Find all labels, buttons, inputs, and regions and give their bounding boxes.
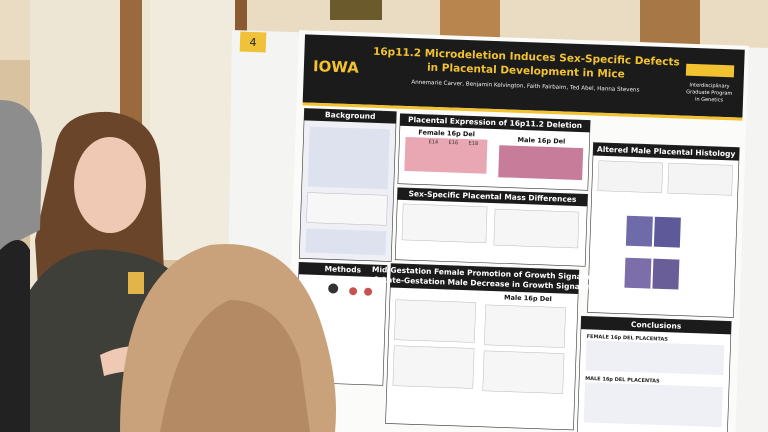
name-badge xyxy=(128,272,144,294)
micrograph xyxy=(624,257,652,289)
gold-rule xyxy=(302,102,743,121)
section-title: Methods xyxy=(324,264,361,274)
figure xyxy=(306,192,388,226)
poster-number: 4 xyxy=(249,36,256,49)
micrograph xyxy=(653,216,681,248)
section-header xyxy=(304,108,397,124)
icon xyxy=(349,287,358,296)
subheading: MALE 16p DEL PLACENTAS xyxy=(585,376,660,385)
lamp xyxy=(330,0,382,20)
presenter-face xyxy=(74,137,146,233)
figure xyxy=(493,208,580,249)
program-logo: in Genetics xyxy=(695,97,724,104)
section-header xyxy=(397,187,588,207)
text-block xyxy=(305,228,387,256)
window xyxy=(150,0,240,260)
icon xyxy=(364,287,373,296)
figure xyxy=(401,203,488,244)
poster-header xyxy=(302,34,745,118)
figure xyxy=(394,299,476,343)
section-title: Background xyxy=(325,110,376,121)
stage: E16 xyxy=(448,140,458,146)
section-header xyxy=(390,263,579,295)
stage: E14 xyxy=(428,139,438,145)
figure xyxy=(597,160,663,194)
program-logo: Interdisciplinary xyxy=(689,82,729,89)
heatmap xyxy=(404,136,488,174)
subheading: Male 16p Del xyxy=(504,293,552,303)
iowa-logo: IOWA xyxy=(313,57,360,77)
text-block xyxy=(583,382,723,428)
icon xyxy=(328,283,339,294)
heatmap xyxy=(498,145,584,181)
subheading: Male 16p Del xyxy=(517,136,565,146)
figure xyxy=(392,345,475,389)
visitor-body xyxy=(0,240,30,432)
micrograph xyxy=(652,258,680,290)
section-header xyxy=(580,316,732,335)
micrograph xyxy=(625,215,653,247)
visitor-hair xyxy=(0,100,42,250)
poster-number-tag xyxy=(239,31,267,53)
figure xyxy=(482,350,565,394)
section-title: Conclusions xyxy=(631,320,682,331)
figure xyxy=(667,162,733,196)
text-block xyxy=(585,340,725,376)
figure xyxy=(484,304,566,348)
section-header xyxy=(592,142,740,161)
foreground-hair-shade xyxy=(160,300,310,432)
subheading: FEMALE 16p DEL PLACENTAS xyxy=(587,334,669,343)
subheading: Female 16p Del xyxy=(418,128,475,138)
program-logo-mark xyxy=(685,63,735,78)
program-logo: Graduate Program xyxy=(686,89,732,97)
poster: IOWA 16p11.2 Microdeletion Induces Sex-S… xyxy=(285,30,749,432)
stage: E18 xyxy=(468,141,478,147)
section-header xyxy=(399,113,591,133)
section-header xyxy=(298,262,388,278)
text-block xyxy=(307,126,390,190)
